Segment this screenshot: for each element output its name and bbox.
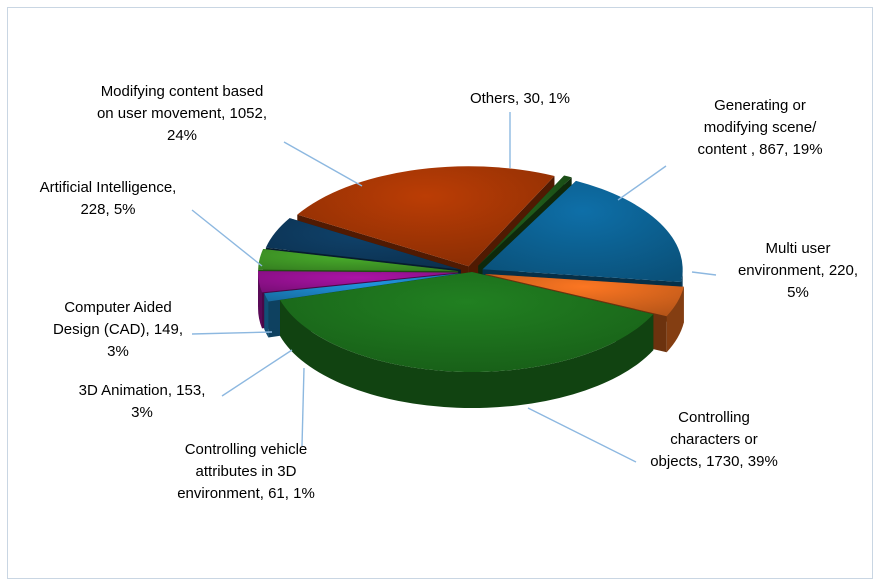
pie-slice (258, 248, 459, 272)
data-label-line: modifying scene/ (704, 119, 817, 136)
data-label-line: Computer Aided (64, 299, 172, 316)
data-label-line: Design (CAD), 149, (53, 321, 183, 338)
data-label: Controlling vehicle attributes in 3D envir… (177, 441, 315, 502)
leader-line (301, 367, 305, 447)
leader-line (527, 407, 637, 463)
data-label: Multi user environment, 220, 5% (738, 240, 858, 301)
pie-slice (264, 273, 461, 302)
leader-line (283, 141, 363, 187)
slice-outer-wall (264, 293, 269, 338)
data-label-line: Generating or (714, 97, 806, 114)
data-label-line: environment, 61, 1% (177, 485, 315, 502)
pie-slice (265, 218, 461, 270)
pie-slice (478, 175, 572, 266)
pie-slice (280, 272, 654, 372)
data-label-line: 3D Animation, 153, (79, 382, 206, 399)
pie-slice (258, 271, 459, 293)
slice-outer-wall (258, 272, 263, 329)
data-label: Computer Aided Design (CAD), 149, 3% (53, 299, 183, 360)
data-label-line: 24% (167, 127, 197, 144)
data-label: 3D Animation, 153, 3% (79, 382, 206, 421)
data-labels: Controlling characters or objects, 1730, 3… (40, 83, 858, 502)
data-label-line: Controlling (678, 409, 750, 426)
pie-slice (482, 180, 683, 283)
data-label: Modifying content based on user movement,… (97, 83, 267, 144)
data-label-line: attributes in 3D (196, 463, 297, 480)
leader-line (191, 331, 273, 335)
leader-line (617, 165, 667, 201)
data-label-line: on user movement, 1052, (97, 105, 267, 122)
data-label-line: Multi user (765, 240, 830, 257)
data-label-line: objects, 1730, 39% (650, 453, 778, 470)
data-label: Artificial Intelligence, 228, 5% (40, 179, 177, 218)
data-label-line: environment, 220, (738, 262, 858, 279)
data-label: Generating or modifying scene/content , 8… (697, 97, 822, 158)
data-label-line: Modifying content based (101, 83, 264, 100)
data-label-line: characters or (670, 431, 758, 448)
pie-slice (485, 273, 684, 317)
slice-outer-wall (666, 286, 684, 353)
leader-line (221, 349, 293, 397)
data-label-line: Others, 30, 1% (470, 90, 570, 107)
leader-line (691, 271, 717, 276)
pie-tops (258, 166, 684, 372)
data-label: Others, 30, 1% (470, 90, 570, 107)
data-label-line: 228, 5% (80, 201, 135, 218)
leader-line (191, 209, 263, 267)
pie-slice (297, 166, 555, 267)
data-label-line: Controlling vehicle (185, 441, 308, 458)
data-label-line: 3% (131, 404, 153, 421)
data-label-line: 5% (787, 284, 809, 301)
data-label-line: content , 867, 19% (697, 141, 822, 158)
slice-outer-wall (280, 300, 654, 408)
data-label-line: Artificial Intelligence, (40, 179, 177, 196)
data-label-line: 3% (107, 343, 129, 360)
data-label: Controlling characters or objects, 1730, 3… (650, 409, 778, 470)
